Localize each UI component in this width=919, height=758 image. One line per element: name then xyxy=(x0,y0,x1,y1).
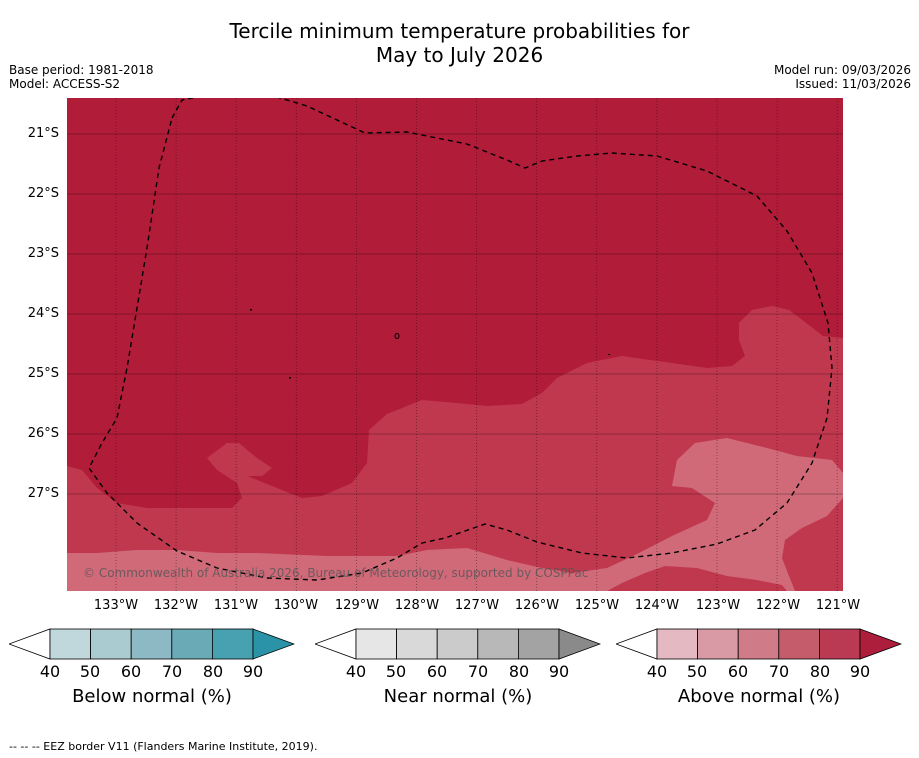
colorbar-extend-high xyxy=(558,628,602,660)
islet-1 xyxy=(250,309,252,311)
model-run: Model run: 09/03/2026 xyxy=(773,63,911,77)
lon-label: 131°W xyxy=(213,598,259,613)
model-name: Model: ACCESS-S2 xyxy=(9,77,121,91)
colorbar-tick: 60 xyxy=(120,662,142,681)
lat-label: 27°S xyxy=(27,486,59,501)
islet-4 xyxy=(608,354,610,355)
colorbar-swatch xyxy=(477,628,519,660)
lon-label: 132°W xyxy=(153,598,199,613)
colorbar-tick: 40 xyxy=(39,662,61,681)
lon-label: 129°W xyxy=(334,598,380,613)
map-panel xyxy=(67,98,843,591)
colorbar-swatch xyxy=(211,628,254,660)
colorbar-tick: 70 xyxy=(768,662,790,681)
colorbar-extend-high xyxy=(252,628,296,660)
zone-above-70-80-b xyxy=(607,566,787,591)
colorbar-title: Below normal (%) xyxy=(72,686,232,707)
title-line-2: May to July 2026 xyxy=(375,43,544,67)
colorbar-tick: 50 xyxy=(385,662,407,681)
colorbar-tick: 80 xyxy=(809,662,831,681)
colorbar-extend-low xyxy=(614,628,658,660)
colorbar-swatch xyxy=(737,628,780,660)
colorbar-tick: 90 xyxy=(548,662,570,681)
lon-label: 123°W xyxy=(695,598,741,613)
lon-label: 128°W xyxy=(394,598,440,613)
lat-label: 26°S xyxy=(27,426,59,441)
lat-label: 25°S xyxy=(27,366,59,381)
lat-label: 24°S xyxy=(27,306,59,321)
meta-right: Model run: 09/03/2026 Issued: 11/03/2026 xyxy=(774,63,911,91)
colorbar-tick: 90 xyxy=(242,662,264,681)
map-svg xyxy=(67,98,843,591)
lat-label: 22°S xyxy=(27,186,59,201)
lat-label: 21°S xyxy=(27,126,59,141)
colorbar-swatch xyxy=(130,628,173,660)
colorbar-title: Near normal (%) xyxy=(383,686,533,707)
colorbar-above-normal-swatches xyxy=(614,628,903,660)
colorbar-tick: 60 xyxy=(727,662,749,681)
issued-date: Issued: 11/03/2026 xyxy=(795,77,911,91)
lon-label: 127°W xyxy=(454,598,500,613)
colorbar-tick: 40 xyxy=(646,662,668,681)
colorbar-swatch xyxy=(656,628,698,660)
colorbar-tick: 80 xyxy=(202,662,224,681)
colorbar-tick: 90 xyxy=(849,662,871,681)
lon-label: 126°W xyxy=(514,598,560,613)
base-period: Base period: 1981-2018 xyxy=(9,63,154,77)
colorbar-below-normal: 40 50 60 70 80 90 Below normal (%) xyxy=(7,628,296,728)
eez-legend-note: -- -- -- EEZ border V11 (Flanders Marine… xyxy=(9,740,318,753)
zone-above-70-80 xyxy=(67,306,843,591)
title-line-1: Tercile minimum temperature probabilitie… xyxy=(229,19,690,43)
colorbar-swatch xyxy=(171,628,213,660)
colorbar-swatch xyxy=(697,628,739,660)
colorbar-swatch xyxy=(818,628,861,660)
colorbar-tick: 70 xyxy=(467,662,489,681)
colorbar-swatch xyxy=(49,628,91,660)
colorbar-extend-low xyxy=(7,628,51,660)
lon-label: 124°W xyxy=(634,598,680,613)
colorbar-extend-low xyxy=(313,628,357,660)
colorbar-swatch xyxy=(517,628,560,660)
zone-above-70-80-c xyxy=(207,443,272,476)
lon-label: 125°W xyxy=(574,598,620,613)
zone-above-60-70 xyxy=(67,438,843,591)
lon-label: 122°W xyxy=(755,598,801,613)
colorbar-swatch xyxy=(396,628,438,660)
colorbar-near-normal: 40 50 60 70 80 90 Near normal (%) xyxy=(313,628,602,728)
colorbar-extend-high xyxy=(859,628,903,660)
lat-label: 23°S xyxy=(27,246,59,261)
lon-label: 121°W xyxy=(815,598,861,613)
colorbar-tick: 50 xyxy=(79,662,101,681)
colorbar-swatch xyxy=(90,628,132,660)
colorbar-tick: 70 xyxy=(161,662,183,681)
colorbar-tick: 60 xyxy=(426,662,448,681)
islets xyxy=(250,309,610,379)
lat-lon-grid xyxy=(67,98,843,591)
colorbar-below-normal-swatches xyxy=(7,628,296,660)
colorbar-tick: 40 xyxy=(345,662,367,681)
lon-label: 133°W xyxy=(93,598,139,613)
colorbar-tick: 80 xyxy=(508,662,530,681)
islet-3 xyxy=(289,377,291,379)
eez-border xyxy=(88,98,833,581)
colorbar-swatch xyxy=(778,628,820,660)
colorbar-above-normal: 40 50 60 70 80 90 Above normal (%) xyxy=(614,628,903,728)
lon-label: 130°W xyxy=(273,598,319,613)
chart-title: Tercile minimum temperature probabilitie… xyxy=(0,19,919,67)
colorbar-near-normal-swatches xyxy=(313,628,602,660)
copyright-notice: © Commonwealth of Australia 2026, Bureau… xyxy=(83,566,589,580)
islet-2 xyxy=(394,333,400,339)
colorbar-swatch xyxy=(355,628,397,660)
colorbar-swatch xyxy=(436,628,479,660)
colorbar-tick: 50 xyxy=(686,662,708,681)
colorbar-title: Above normal (%) xyxy=(677,686,841,707)
meta-left: Base period: 1981-2018 Model: ACCESS-S2 xyxy=(9,63,154,91)
